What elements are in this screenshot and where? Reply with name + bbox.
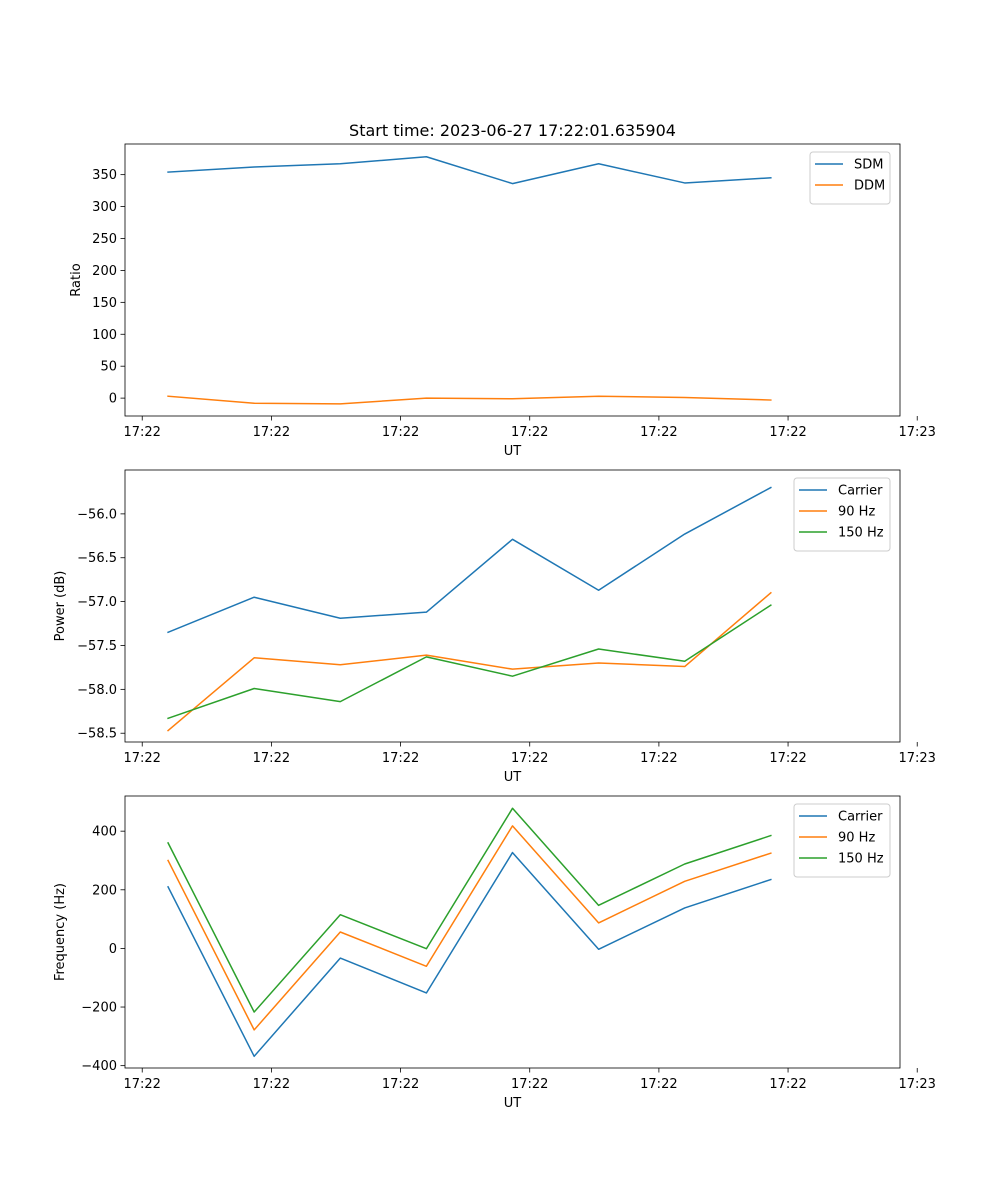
x-tick-label: 17:22 <box>123 1077 160 1092</box>
x-tick-label: 17:22 <box>382 751 419 766</box>
series-line-carrier <box>167 851 772 1058</box>
y-tick-label: −57.0 <box>77 595 117 610</box>
y-tick-label: −58.5 <box>77 727 117 742</box>
legend-entry: 150 Hz <box>838 852 884 867</box>
y-tick-label: 50 <box>100 360 117 375</box>
series-line-150-hz <box>167 807 772 1013</box>
y-axis-label: Frequency (Hz) <box>53 883 68 981</box>
legend-entry: 90 Hz <box>838 505 875 520</box>
x-tick-label: 17:22 <box>253 1077 290 1092</box>
legend-box <box>809 151 891 205</box>
series-line-ddm <box>167 395 772 405</box>
series-line-carrier <box>167 486 772 634</box>
series-line-sdm <box>167 156 772 185</box>
x-tick-label: 17:22 <box>640 425 677 440</box>
x-tick-label: 17:22 <box>511 425 548 440</box>
chart-title: Start time: 2023-06-27 17:22:01.635904 <box>349 121 676 140</box>
series-line-90-hz <box>167 825 772 1031</box>
x-tick-label: 17:22 <box>382 425 419 440</box>
x-tick-label: 17:23 <box>898 1077 935 1092</box>
legend: Carrier 90 Hz 150 Hz <box>793 477 891 552</box>
x-tick-label: 17:22 <box>769 425 806 440</box>
x-tick-label: 17:22 <box>123 751 160 766</box>
y-axis-label: Ratio <box>69 263 84 296</box>
x-tick-label: 17:22 <box>511 1077 548 1092</box>
x-tick-label: 17:23 <box>898 425 935 440</box>
legend-entry: 150 Hz <box>838 526 884 541</box>
y-tick-label: 0 <box>109 942 117 957</box>
y-tick-label: 400 <box>92 825 117 840</box>
y-tick-label: 250 <box>92 232 117 247</box>
x-tick-label: 17:22 <box>253 751 290 766</box>
x-tick-label: 17:22 <box>123 425 160 440</box>
x-tick-label: 17:22 <box>382 1077 419 1092</box>
chart-panel-2: 17:22 17:22 17:22 17:22 17:22 17:22 17:23 −58.5… <box>53 469 936 785</box>
x-tick-label: 17:23 <box>898 751 935 766</box>
x-tick-label: 17:22 <box>511 751 548 766</box>
y-tick-label: −57.5 <box>77 639 117 654</box>
x-axis-label: UT <box>504 444 522 459</box>
y-tick-label: 0 <box>109 392 117 407</box>
plot-frame <box>124 143 901 417</box>
legend-entry: DDM <box>854 179 885 194</box>
x-axis-label: UT <box>504 1096 522 1111</box>
x-tick-label: 17:22 <box>640 751 677 766</box>
legend: Carrier 90 Hz 150 Hz <box>793 803 891 878</box>
plot-frame <box>124 795 901 1069</box>
y-tick-label: 150 <box>92 296 117 311</box>
x-tick-label: 17:22 <box>640 1077 677 1092</box>
y-tick-label: −58.0 <box>77 683 117 698</box>
legend-entry: 90 Hz <box>838 831 875 846</box>
y-tick-label: 100 <box>92 328 117 343</box>
y-axis-label: Power (dB) <box>53 571 68 642</box>
chart-panel-1: 17:22 17:22 17:22 17:22 17:22 17:22 17:23 0 50 10… <box>69 121 936 459</box>
y-tick-label: −400 <box>81 1059 117 1074</box>
x-axis-label: UT <box>504 770 522 785</box>
x-tick-label: 17:22 <box>253 425 290 440</box>
legend-entry: SDM <box>854 158 883 173</box>
y-tick-label: 200 <box>92 264 117 279</box>
legend: SDM DDM <box>809 151 891 205</box>
x-tick-label: 17:22 <box>769 751 806 766</box>
y-tick-label: 350 <box>92 168 117 183</box>
y-tick-label: −200 <box>81 1001 117 1016</box>
legend-entry: Carrier <box>838 810 883 825</box>
x-tick-label: 17:22 <box>769 1077 806 1092</box>
plot-frame <box>124 469 901 743</box>
y-tick-label: 300 <box>92 200 117 215</box>
series-line-150-hz <box>167 604 772 720</box>
y-tick-label: 200 <box>92 883 117 898</box>
y-tick-label: −56.0 <box>77 507 117 522</box>
y-tick-label: −56.5 <box>77 551 117 566</box>
chart-panel-3: 17:22 17:22 17:22 17:22 17:22 17:22 17:23 −400 −… <box>53 795 936 1111</box>
legend-entry: Carrier <box>838 484 883 499</box>
series-line-90-hz <box>167 591 772 732</box>
